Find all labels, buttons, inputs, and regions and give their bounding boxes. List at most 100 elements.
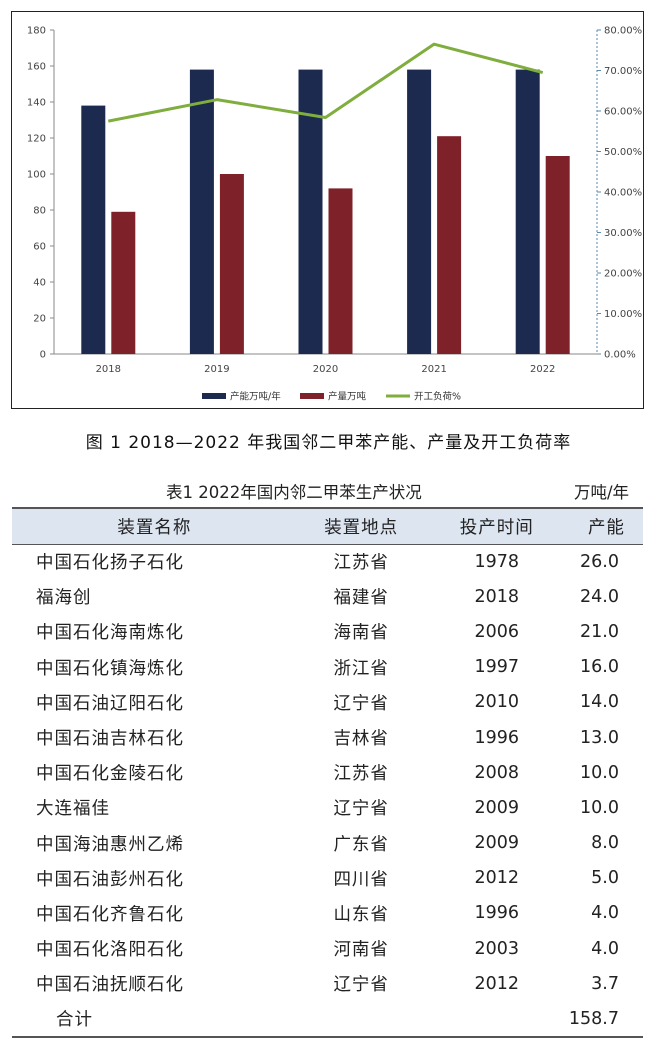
chart-frame: 0 20 40 60 80 100 120 140 160 180 0.00% 10.00% 20.00… — [11, 11, 644, 409]
x-tick-label: 2018 — [96, 364, 121, 375]
header-location: 装置地点 — [324, 517, 399, 538]
left-tick-label: 40 — [33, 278, 46, 289]
header-name: 装置名称 — [117, 517, 192, 538]
cell-capacity: 16.0 — [580, 657, 619, 678]
right-tick-label: 30.00% — [604, 228, 642, 239]
cell-capacity: 14.0 — [580, 692, 619, 713]
cell-capacity: 8.0 — [591, 833, 619, 854]
table-row: 中国石油彭州石化 四川省 2012 5.0 — [12, 861, 643, 896]
legend-label: 产量万吨 — [328, 391, 367, 403]
table-row: 中国石化镇海炼化 浙江省 1997 16.0 — [12, 650, 643, 685]
x-tick-label: 2019 — [204, 364, 229, 375]
cell-location: 江苏省 — [333, 553, 389, 574]
cell-year: 1997 — [474, 657, 520, 678]
bar-output — [328, 188, 353, 354]
right-tick-label: 60.00% — [604, 107, 642, 118]
x-tick-label: 2022 — [530, 364, 555, 375]
cell-name: 福海创 — [36, 588, 92, 609]
table-row: 中国石化金陵石化 江苏省 2008 10.0 — [12, 755, 643, 790]
cell-capacity: 3.7 — [591, 973, 619, 994]
left-tick-label: 140 — [27, 98, 46, 109]
table-row: 中国石油抚顺石化 辽宁省 2012 3.7 — [12, 966, 643, 1001]
total-row: 合计 158.7 — [12, 1001, 643, 1038]
cell-location: 海南省 — [333, 623, 389, 644]
cell-capacity: 24.0 — [580, 586, 619, 607]
cell-year: 2012 — [474, 973, 520, 994]
cell-capacity: 21.0 — [580, 621, 619, 642]
cell-name: 中国石化海南炼化 — [36, 623, 184, 644]
combo-chart: 0 20 40 60 80 100 120 140 160 180 0.00% 10.00% 20.00… — [27, 26, 642, 403]
total-empty-year — [425, 1001, 569, 1037]
cell-name: 中国石化齐鲁石化 — [36, 904, 184, 925]
cell-location: 广东省 — [333, 834, 389, 855]
cell-location: 浙江省 — [333, 658, 389, 679]
bar-capacity — [189, 69, 214, 354]
legend-swatch — [202, 393, 226, 399]
right-tick-label: 50.00% — [604, 147, 642, 158]
cell-location: 江苏省 — [333, 764, 389, 785]
header-row: 装置名称 装置地点 投产时间 产能 — [12, 508, 643, 544]
cell-location: 吉林省 — [333, 729, 389, 750]
header-capacity: 产能 — [587, 517, 625, 538]
cell-name: 中国石油抚顺石化 — [36, 975, 184, 996]
left-tick-label: 180 — [27, 26, 46, 37]
legend-label: 开工负荷% — [414, 391, 461, 403]
total-empty-location — [298, 1001, 425, 1037]
table-row: 中国石油辽阳石化 辽宁省 2010 14.0 — [12, 685, 643, 720]
cell-name: 中国海油惠州乙烯 — [36, 834, 184, 855]
left-tick-label: 0 — [40, 350, 46, 361]
bar-output — [545, 156, 570, 354]
cell-year: 1978 — [474, 551, 520, 572]
cell-capacity: 4.0 — [591, 938, 619, 959]
left-tick-label: 20 — [33, 314, 46, 325]
table-unit: 万吨/年 — [574, 483, 630, 502]
cell-location: 辽宁省 — [333, 975, 389, 996]
x-tick-label: 2021 — [421, 364, 446, 375]
cell-capacity: 10.0 — [580, 762, 619, 783]
cell-name: 中国石化金陵石化 — [36, 764, 184, 785]
line-operating-rate — [108, 42, 544, 123]
cell-location: 山东省 — [333, 904, 389, 925]
total-value: 158.7 — [568, 1008, 619, 1029]
left-tick-label: 80 — [33, 206, 46, 217]
cell-name: 中国石油吉林石化 — [36, 729, 184, 750]
cell-year: 2018 — [474, 586, 520, 607]
cell-capacity: 13.0 — [580, 727, 619, 748]
cell-location: 辽宁省 — [333, 693, 389, 714]
table-row: 中国石油吉林石化 吉林省 1996 13.0 — [12, 720, 643, 755]
left-tick-label: 120 — [27, 134, 46, 145]
left-tick-label: 100 — [27, 170, 46, 181]
bar-capacity — [407, 69, 432, 354]
left-tick-label: 160 — [27, 62, 46, 73]
cell-year: 2003 — [474, 938, 520, 959]
cell-name: 大连福佳 — [36, 799, 110, 820]
table-row: 中国石化齐鲁石化 山东省 1996 4.0 — [12, 896, 643, 931]
bar-output — [219, 174, 244, 354]
cell-name: 中国石油辽阳石化 — [36, 693, 184, 714]
table-row: 大连福佳 辽宁省 2009 10.0 — [12, 790, 643, 825]
right-tick-label: 10.00% — [604, 309, 642, 320]
cell-year: 2010 — [474, 692, 520, 713]
cell-location: 四川省 — [333, 869, 389, 890]
bar-output — [111, 211, 136, 354]
cell-location: 福建省 — [333, 588, 389, 609]
header-year: 投产时间 — [459, 517, 534, 538]
cell-year: 1996 — [474, 903, 520, 924]
right-tick-label: 20.00% — [604, 269, 642, 280]
bar-capacity — [81, 105, 106, 354]
cell-year: 2012 — [474, 868, 520, 889]
cell-name: 中国石化镇海炼化 — [36, 658, 184, 679]
cell-name: 中国石化扬子石化 — [36, 553, 184, 574]
figure-caption: 图 1 2018—2022 年我国邻二甲苯产能、产量及开工负荷率 — [85, 433, 572, 453]
table-row: 中国石化扬子石化 江苏省 1978 26.0 — [12, 544, 643, 579]
x-tick-label: 2020 — [313, 364, 338, 375]
right-tick-label: 40.00% — [604, 188, 642, 199]
table-row: 中国石化海南炼化 海南省 2006 21.0 — [12, 614, 643, 649]
cell-capacity: 26.0 — [580, 551, 619, 572]
cell-year: 2009 — [474, 797, 520, 818]
legend-swatch — [300, 393, 324, 399]
right-tick-label: 80.00% — [604, 26, 642, 37]
cell-location: 辽宁省 — [333, 799, 389, 820]
left-tick-label: 60 — [33, 242, 46, 253]
production-table: 装置名称 装置地点 投产时间 产能 中国石化扬子石化 江苏省 1978 26.0 福海创… — [12, 507, 643, 1038]
